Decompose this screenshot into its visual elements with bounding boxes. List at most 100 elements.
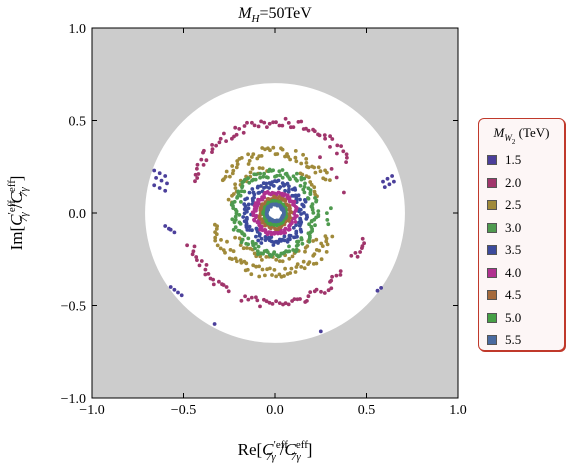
data-point-3_5 xyxy=(280,181,285,186)
data-point-4_5 xyxy=(272,194,276,199)
data-points xyxy=(152,116,396,334)
x-tick-label: −1.0 xyxy=(79,403,104,418)
data-point-2_5 xyxy=(319,241,324,246)
data-point-3_0 xyxy=(265,250,270,255)
data-point-3_0 xyxy=(237,213,242,217)
data-point-2_5 xyxy=(302,266,307,271)
data-point-2_0 xyxy=(193,179,197,184)
data-point-3_0 xyxy=(280,168,285,172)
data-point-2_5 xyxy=(280,259,285,264)
data-point-2_0 xyxy=(262,120,267,125)
data-point-2_0 xyxy=(217,279,221,284)
legend-entry: 2.0 xyxy=(487,175,521,191)
data-point-3_0 xyxy=(326,222,331,227)
data-point-3_0 xyxy=(247,180,252,185)
data-point-2_5 xyxy=(270,273,274,277)
data-point-2_5 xyxy=(304,174,309,179)
data-point-2_5 xyxy=(288,271,293,275)
data-point-3_0 xyxy=(253,246,257,251)
legend-title: MW2 (TeV) xyxy=(493,125,550,146)
data-point-4_0 xyxy=(259,224,264,229)
data-point-2_0 xyxy=(283,116,288,121)
data-point-2_0 xyxy=(345,155,349,160)
data-point-2_5 xyxy=(260,267,265,272)
data-point-2_5 xyxy=(321,176,326,181)
data-point-3_5 xyxy=(271,184,276,188)
data-point-3_5 xyxy=(256,238,261,243)
data-point-2_0 xyxy=(199,157,204,162)
data-point-3_0 xyxy=(306,186,311,191)
legend-label: 3.5 xyxy=(505,242,522,257)
data-point-2_0 xyxy=(338,269,343,273)
data-point-2_5 xyxy=(314,261,319,266)
data-point-5_5 xyxy=(281,211,286,216)
x-tick-label: 0.5 xyxy=(358,403,376,418)
data-point-3_5 xyxy=(304,213,309,218)
data-point-3_0 xyxy=(306,196,310,200)
legend-swatch xyxy=(487,290,497,300)
x-axis-label: Re[C′eff 7γ/Ceff 7γ] xyxy=(238,439,313,463)
data-point-3_0 xyxy=(287,244,291,249)
data-point-2_5 xyxy=(325,242,330,247)
data-point-2_0 xyxy=(243,294,248,299)
data-point-3_5 xyxy=(250,228,254,233)
data-point-3_0 xyxy=(283,172,288,176)
data-point-2_0 xyxy=(322,133,327,138)
data-point-4_0 xyxy=(251,213,256,218)
data-point-2_0 xyxy=(329,167,334,171)
data-point-2_5 xyxy=(219,238,223,242)
data-point-2_5 xyxy=(309,182,314,187)
data-point-2_5 xyxy=(319,257,324,262)
data-point-2_5 xyxy=(260,146,265,150)
data-point-2_0 xyxy=(283,301,288,306)
data-point-3_0 xyxy=(233,225,238,230)
data-point-2_0 xyxy=(267,121,272,126)
data-point-2_0 xyxy=(319,289,323,294)
data-point-3_0 xyxy=(299,175,304,180)
data-point-2_5 xyxy=(250,155,254,159)
data-point-1_5 xyxy=(179,293,184,298)
data-point-3_5 xyxy=(288,233,293,238)
data-point-3_0 xyxy=(258,171,262,176)
data-point-3_0 xyxy=(240,180,245,185)
data-point-3_0 xyxy=(239,240,244,245)
data-point-2_5 xyxy=(213,238,218,243)
data-point-2_0 xyxy=(210,150,214,155)
data-point-3_0 xyxy=(256,244,261,249)
data-point-3_0 xyxy=(246,242,251,247)
data-point-3_5 xyxy=(288,237,292,242)
data-point-1_5 xyxy=(392,179,396,184)
data-point-3_5 xyxy=(298,216,302,221)
data-point-4_0 xyxy=(252,218,257,223)
data-point-2_0 xyxy=(204,158,209,163)
data-point-1_5 xyxy=(379,286,383,290)
data-point-2_5 xyxy=(312,252,317,256)
data-point-3_5 xyxy=(259,241,264,245)
data-point-2_0 xyxy=(306,128,311,133)
data-point-2_0 xyxy=(270,302,275,306)
data-point-2_0 xyxy=(193,172,198,177)
data-point-2_0 xyxy=(241,130,246,135)
data-point-2_5 xyxy=(228,248,233,252)
legend-swatch xyxy=(487,177,497,188)
data-point-2_5 xyxy=(282,274,286,278)
data-point-2_0 xyxy=(355,254,360,259)
data-point-2_0 xyxy=(259,119,263,124)
data-point-1_5 xyxy=(154,176,159,180)
data-point-3_0 xyxy=(296,239,301,244)
data-point-2_5 xyxy=(246,162,251,166)
data-point-2_0 xyxy=(204,263,209,267)
data-point-2_0 xyxy=(334,175,339,180)
data-point-2_5 xyxy=(260,258,264,262)
data-point-2_0 xyxy=(221,283,226,287)
data-point-2_5 xyxy=(254,264,258,269)
data-point-3_5 xyxy=(252,192,257,197)
data-point-2_5 xyxy=(231,168,236,173)
data-point-1_5 xyxy=(176,290,180,295)
data-point-3_0 xyxy=(235,196,240,200)
data-point-3_0 xyxy=(264,175,269,180)
data-point-2_5 xyxy=(293,149,298,153)
data-point-2_0 xyxy=(203,272,208,277)
data-point-2_0 xyxy=(334,273,339,278)
